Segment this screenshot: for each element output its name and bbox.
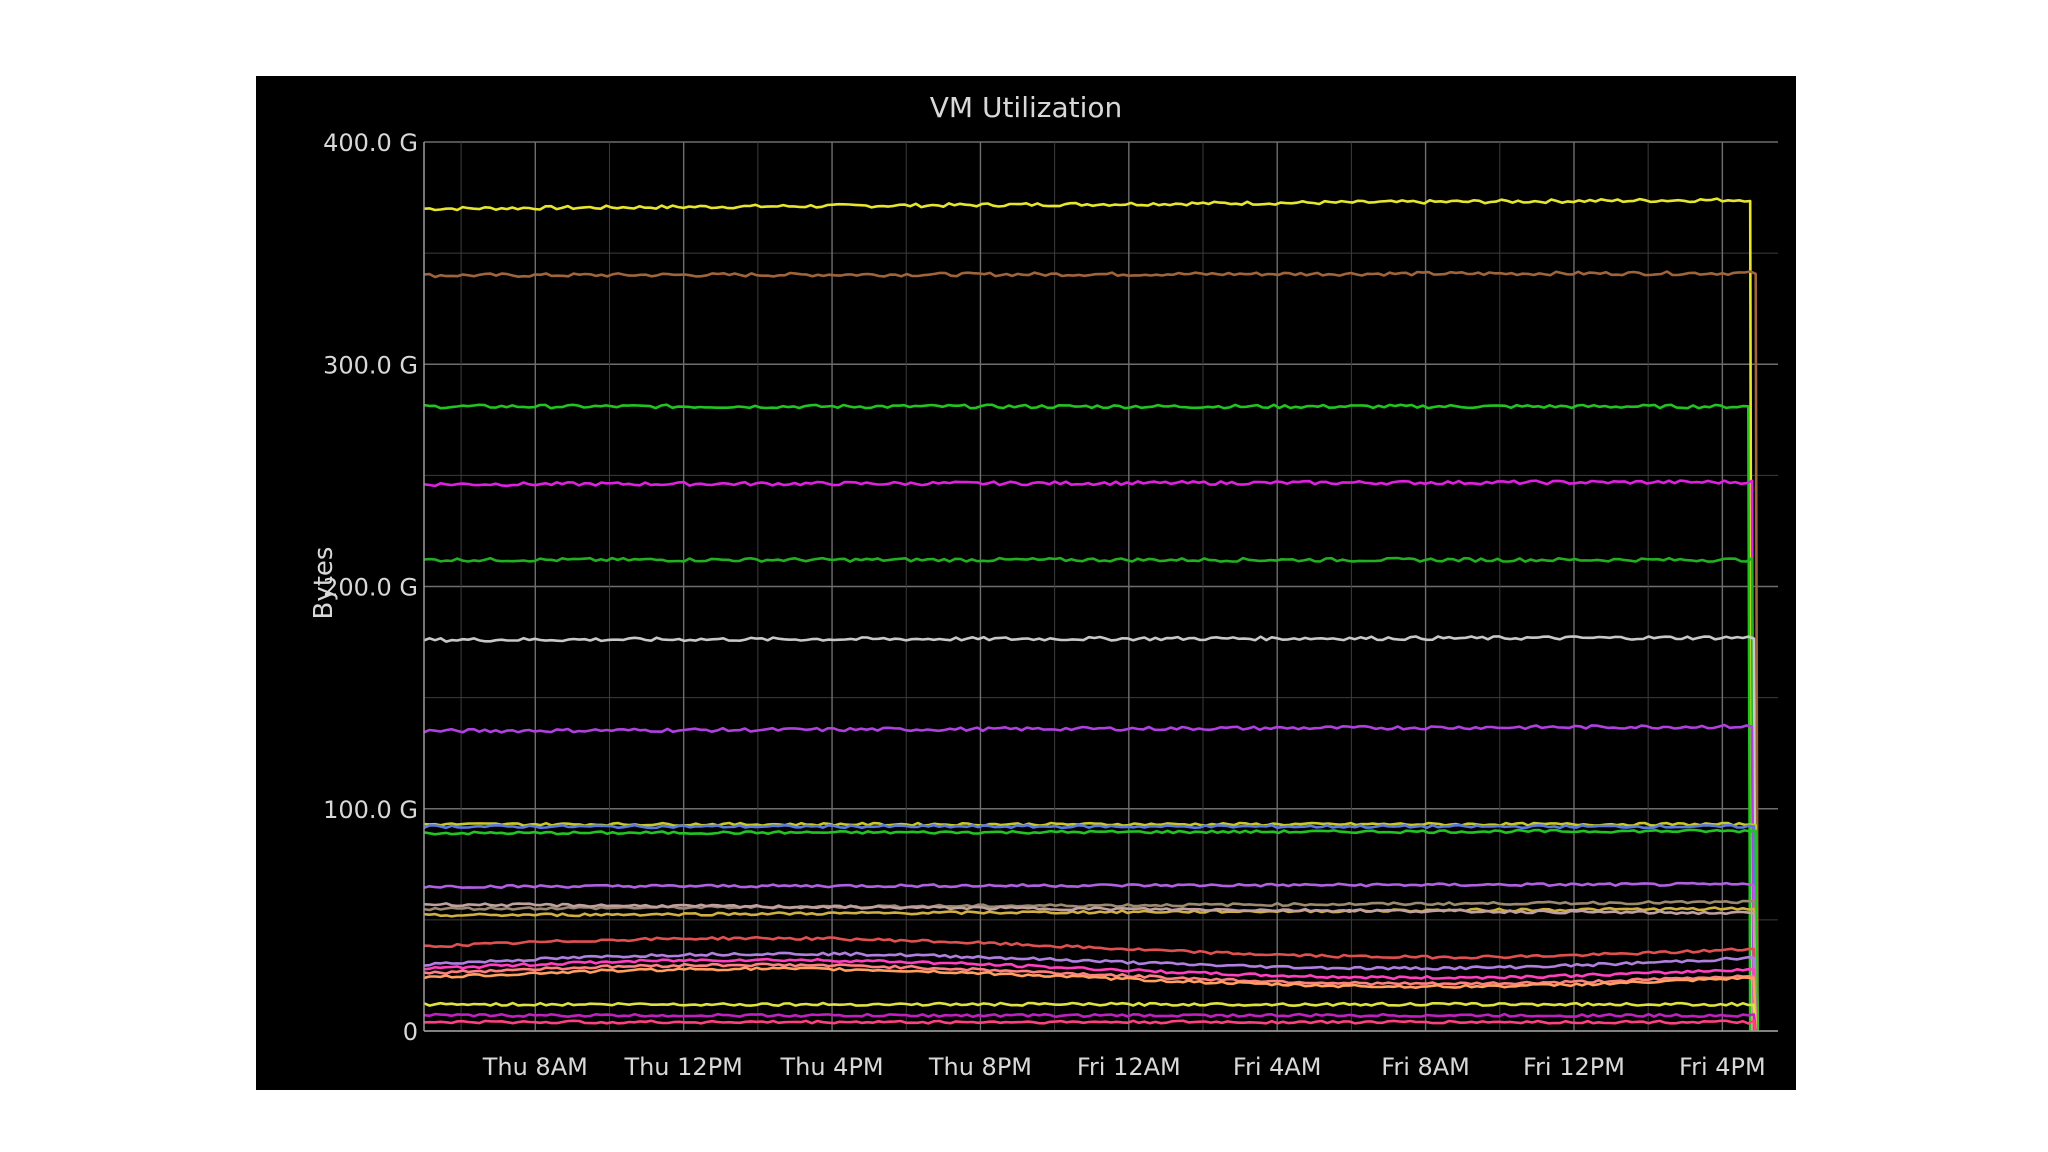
x-tick-label: Thu 8PM — [928, 1053, 1032, 1081]
series-line-4 — [423, 479, 1756, 1032]
series-line-20 — [423, 1001, 1757, 1032]
chart-title: VM Utilization — [930, 91, 1123, 124]
x-tick-label: Thu 8AM — [482, 1053, 588, 1081]
series-line-6 — [423, 635, 1757, 1032]
x-tick-labels: Thu 8AM Thu 12PM Thu 4PM Thu 8PM Fri 12AM Fri… — [482, 1053, 1766, 1081]
series-layer — [423, 197, 1759, 1032]
series-line-14 — [423, 902, 1757, 1032]
series-line-2 — [423, 270, 1759, 1032]
y-tick-label: 100.0 G — [323, 796, 418, 824]
series-line-8 — [423, 821, 1759, 1032]
series-line-7 — [423, 723, 1756, 1032]
y-tick-label: 300.0 G — [323, 351, 418, 379]
grid-layer — [424, 141, 1778, 1032]
y-axis-label: Bytes — [309, 547, 339, 620]
y-tick-label: 0 — [403, 1018, 418, 1046]
series-line-17 — [423, 957, 1757, 1032]
series-line-16 — [423, 951, 1757, 1032]
line-chart: VM Utilization Bytes 0 100.0 G 200.0 G 300.… — [309, 91, 1778, 1081]
x-tick-label: Fri 12PM — [1523, 1053, 1625, 1081]
y-tick-label: 400.0 G — [323, 129, 418, 157]
series-line-15 — [423, 935, 1757, 1032]
series-line-9 — [423, 823, 1757, 1032]
series-line-19 — [423, 966, 1757, 1032]
series-line-11 — [423, 881, 1757, 1032]
series-line-5 — [423, 556, 1756, 1032]
chart-panel: VM Utilization Bytes 0 100.0 G 200.0 G 300.… — [256, 76, 1796, 1090]
x-tick-label: Fri 8AM — [1381, 1053, 1470, 1081]
series-line-22 — [423, 1019, 1757, 1032]
y-tick-labels: 0 100.0 G 200.0 G 300.0 G 400.0 G — [323, 129, 418, 1046]
x-tick-label: Thu 12PM — [623, 1053, 742, 1081]
x-tick-label: Fri 12AM — [1077, 1053, 1181, 1081]
series-line-12 — [423, 899, 1757, 1032]
series-line-1 — [423, 197, 1754, 1032]
series-line-21 — [423, 1012, 1757, 1032]
x-tick-label: Fri 4PM — [1679, 1053, 1766, 1081]
x-tick-label: Fri 4AM — [1233, 1053, 1322, 1081]
x-tick-label: Thu 4PM — [779, 1053, 883, 1081]
axis-layer — [423, 142, 1778, 1032]
y-tick-label: 200.0 G — [323, 574, 418, 602]
series-line-10 — [423, 828, 1759, 1032]
series-line-3 — [423, 403, 1752, 1032]
